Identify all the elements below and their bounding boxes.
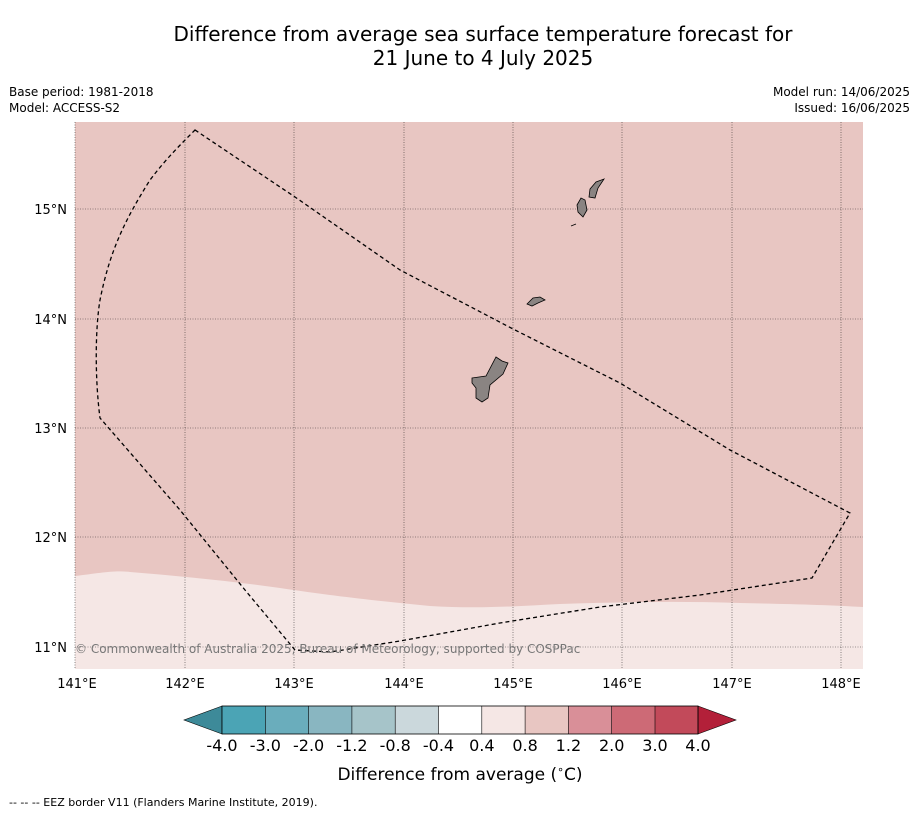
base-period: Base period: 1981-2018 xyxy=(9,85,154,99)
saipan-island xyxy=(588,178,606,199)
colorbar-dividers xyxy=(264,706,656,734)
lat-label-14: 14°N xyxy=(34,313,67,328)
colorbar-tick-label: -4.0 xyxy=(206,736,237,755)
lon-label-146: 146°E xyxy=(602,677,642,692)
map-panel: © Commonwealth of Australia 2025, Bureau… xyxy=(74,122,863,669)
lat-label-11: 11°N xyxy=(34,641,67,656)
colorbar-tick-label: -1.2 xyxy=(336,736,367,755)
lat-label-13: 13°N xyxy=(34,422,67,437)
land xyxy=(471,178,606,403)
colorbar-tick-label: 1.2 xyxy=(556,736,581,755)
colorbar: -4.0 -3.0 -2.0 -1.2 -0.8 -0.4 0.4 0.8 1.… xyxy=(183,705,737,785)
lon-label-142: 142°E xyxy=(165,677,205,692)
colorbar-segment xyxy=(395,706,439,734)
colorbar-segment xyxy=(222,706,266,734)
tinian-island xyxy=(576,197,588,218)
aguijan-islet xyxy=(570,223,577,227)
chart-title: Difference from average sea surface temp… xyxy=(0,22,919,70)
colorbar-tick-label: 4.0 xyxy=(685,736,710,755)
colorbar-label-unit: C) xyxy=(564,765,583,785)
title-line-1: Difference from average sea surface temp… xyxy=(173,22,793,46)
colorbar-tick-label: 0.4 xyxy=(469,736,494,755)
title-line-2: 21 June to 4 July 2025 xyxy=(372,46,594,70)
colorbar-tick-label: 2.0 xyxy=(599,736,624,755)
guam-island xyxy=(471,356,509,403)
colorbar-tick-labels: -4.0 -3.0 -2.0 -1.2 -0.8 -0.4 0.4 0.8 1.… xyxy=(206,736,710,755)
colorbar-extend-low xyxy=(183,705,223,735)
issued-date: Issued: 16/06/2025 xyxy=(794,101,910,115)
eez-footnote: -- -- -- EEZ border V11 (Flanders Marine… xyxy=(9,796,318,809)
graticule xyxy=(74,122,863,669)
colorbar-tick-label: -0.8 xyxy=(380,736,411,755)
lon-label-141: 141°E xyxy=(57,677,97,692)
colorbar-segment xyxy=(568,706,612,734)
longitude-labels: 141°E 142°E 143°E 144°E 145°E 146°E 147°… xyxy=(57,677,861,692)
colorbar-tick-label: -0.4 xyxy=(423,736,454,755)
colorbar-outline xyxy=(221,705,699,735)
lon-label-143: 143°E xyxy=(274,677,314,692)
colorbar-label-text: Difference from average ( xyxy=(337,765,557,785)
colorbar-segment xyxy=(655,706,698,734)
lat-label-12: 12°N xyxy=(34,531,67,546)
colorbar-segment xyxy=(351,706,396,734)
header-left: Base period: 1981-2018 Model: ACCESS-S2 xyxy=(9,84,154,116)
model-name: Model: ACCESS-S2 xyxy=(9,101,121,115)
lon-label-144: 144°E xyxy=(384,677,424,692)
colorbar-segment xyxy=(308,706,352,734)
colorbar-label: Difference from average (∘C) xyxy=(337,763,582,785)
lon-label-148: 148°E xyxy=(821,677,861,692)
lon-label-147: 147°E xyxy=(712,677,752,692)
degree-symbol: ∘ xyxy=(557,763,564,776)
colorbar-segment xyxy=(611,706,655,734)
colorbar-segment xyxy=(525,706,569,734)
header-right: Model run: 14/06/2025 Issued: 16/06/2025 xyxy=(773,84,910,116)
colorbar-tick-label: -2.0 xyxy=(293,736,324,755)
anomaly-region-upper xyxy=(75,122,863,669)
copyright-text: © Commonwealth of Australia 2025, Bureau… xyxy=(75,642,580,656)
colorbar-extend-high xyxy=(697,705,737,735)
colorbar-tick-label: 0.8 xyxy=(512,736,537,755)
colorbar-segment xyxy=(481,706,526,734)
lon-label-145: 145°E xyxy=(493,677,533,692)
colorbar-segment xyxy=(438,706,482,734)
rota-island xyxy=(526,296,546,307)
colorbar-segment xyxy=(265,706,309,734)
colorbar-tick-label: -3.0 xyxy=(250,736,281,755)
latitude-labels: 15°N 14°N 13°N 12°N 11°N xyxy=(34,203,67,656)
anomaly-region-lower xyxy=(75,571,863,669)
lat-label-15: 15°N xyxy=(34,203,67,218)
colorbar-tick-label: 3.0 xyxy=(642,736,667,755)
eez-border xyxy=(95,129,851,653)
model-run: Model run: 14/06/2025 xyxy=(772,85,910,99)
